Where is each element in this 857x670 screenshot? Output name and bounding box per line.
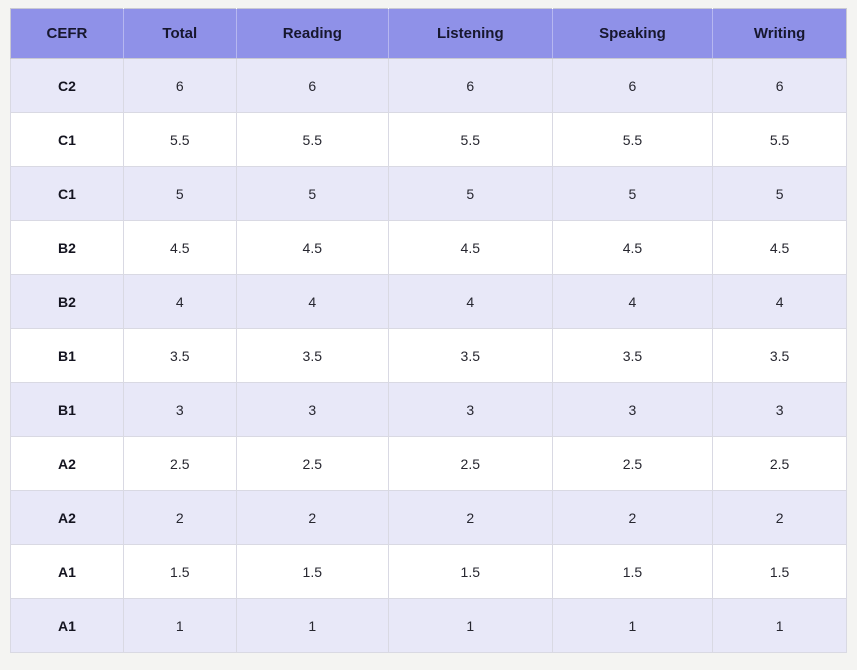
score-cell: 4.5 [122,220,237,275]
cefr-level-cell: A1 [10,544,124,599]
score-cell: 2 [122,490,237,545]
score-cell: 4.5 [387,220,553,275]
table-row: B2 4.5 4.5 4.5 4.5 4.5 [10,220,847,275]
cefr-level-cell: A1 [10,598,124,653]
score-cell: 3.5 [712,328,847,383]
cefr-level-cell: C1 [10,112,124,167]
score-cell: 3 [551,382,714,437]
cefr-level-cell: B1 [10,328,124,383]
score-cell: 4.5 [551,220,714,275]
score-cell: 2 [235,490,389,545]
score-cell: 1 [551,598,714,653]
cefr-level-cell: A2 [10,490,124,545]
score-cell: 1 [387,598,553,653]
table-row: A2 2.5 2.5 2.5 2.5 2.5 [10,436,847,491]
score-cell: 4 [122,274,237,329]
score-cell: 1 [712,598,847,653]
score-cell: 2 [712,490,847,545]
score-cell: 5 [387,166,553,221]
score-cell: 6 [551,58,714,113]
score-cell: 5 [122,166,237,221]
score-cell: 1 [122,598,237,653]
column-header-cefr: CEFR [10,8,124,59]
cefr-level-cell: B1 [10,382,124,437]
score-cell: 1.5 [122,544,237,599]
score-cell: 5 [712,166,847,221]
score-cell: 6 [122,58,237,113]
score-cell: 1.5 [712,544,847,599]
table-body: C2 6 6 6 6 6 C1 5.5 5.5 5.5 5.5 5.5 C1 5 5 5 5 5 B2 4.5 4.5 4… [10,58,847,653]
cefr-level-cell: B2 [10,274,124,329]
column-header-writing: Writing [712,8,847,59]
score-cell: 5.5 [551,112,714,167]
table-row: C2 6 6 6 6 6 [10,58,847,113]
score-cell: 1.5 [235,544,389,599]
score-cell: 5.5 [387,112,553,167]
score-cell: 3 [712,382,847,437]
score-cell: 4 [551,274,714,329]
score-cell: 4.5 [235,220,389,275]
cefr-level-cell: C2 [10,58,124,113]
column-header-speaking: Speaking [552,8,714,59]
score-cell: 2.5 [122,436,237,491]
cefr-level-cell: C1 [10,166,124,221]
table-row: B1 3 3 3 3 3 [10,382,847,437]
score-cell: 4 [387,274,553,329]
score-cell: 2 [387,490,553,545]
score-cell: 3.5 [387,328,553,383]
column-header-listening: Listening [388,8,553,59]
score-cell: 3.5 [235,328,389,383]
score-cell: 3.5 [551,328,714,383]
score-cell: 4.5 [712,220,847,275]
table-row: B1 3.5 3.5 3.5 3.5 3.5 [10,328,847,383]
score-cell: 5 [551,166,714,221]
table-row: B2 4 4 4 4 4 [10,274,847,329]
score-cell: 6 [387,58,553,113]
score-cell: 3 [387,382,553,437]
score-conversion-table: CEFR Total Reading Listening Speaking Writing… [10,8,847,653]
score-cell: 1.5 [551,544,714,599]
score-cell: 5.5 [122,112,237,167]
column-header-total: Total [123,8,237,59]
score-cell: 2.5 [551,436,714,491]
table-row: C1 5 5 5 5 5 [10,166,847,221]
score-cell: 3 [235,382,389,437]
score-cell: 1 [235,598,389,653]
score-cell: 2.5 [235,436,389,491]
score-cell: 4 [235,274,389,329]
header-row: CEFR Total Reading Listening Speaking Writing [10,8,847,59]
score-cell: 5.5 [235,112,389,167]
score-cell: 2.5 [712,436,847,491]
score-cell: 5.5 [712,112,847,167]
table-row: A2 2 2 2 2 2 [10,490,847,545]
table-row: A1 1.5 1.5 1.5 1.5 1.5 [10,544,847,599]
table-row: A1 1 1 1 1 1 [10,598,847,653]
cefr-level-cell: B2 [10,220,124,275]
score-cell: 3.5 [122,328,237,383]
score-cell: 3 [122,382,237,437]
score-cell: 4 [712,274,847,329]
score-cell: 2 [551,490,714,545]
score-cell: 6 [235,58,389,113]
cefr-level-cell: A2 [10,436,124,491]
score-cell: 6 [712,58,847,113]
score-conversion-table-wrap: CEFR Total Reading Listening Speaking Writing… [10,8,847,653]
score-cell: 1.5 [387,544,553,599]
table-row: C1 5.5 5.5 5.5 5.5 5.5 [10,112,847,167]
score-cell: 2.5 [387,436,553,491]
score-cell: 5 [235,166,389,221]
column-header-reading: Reading [236,8,389,59]
